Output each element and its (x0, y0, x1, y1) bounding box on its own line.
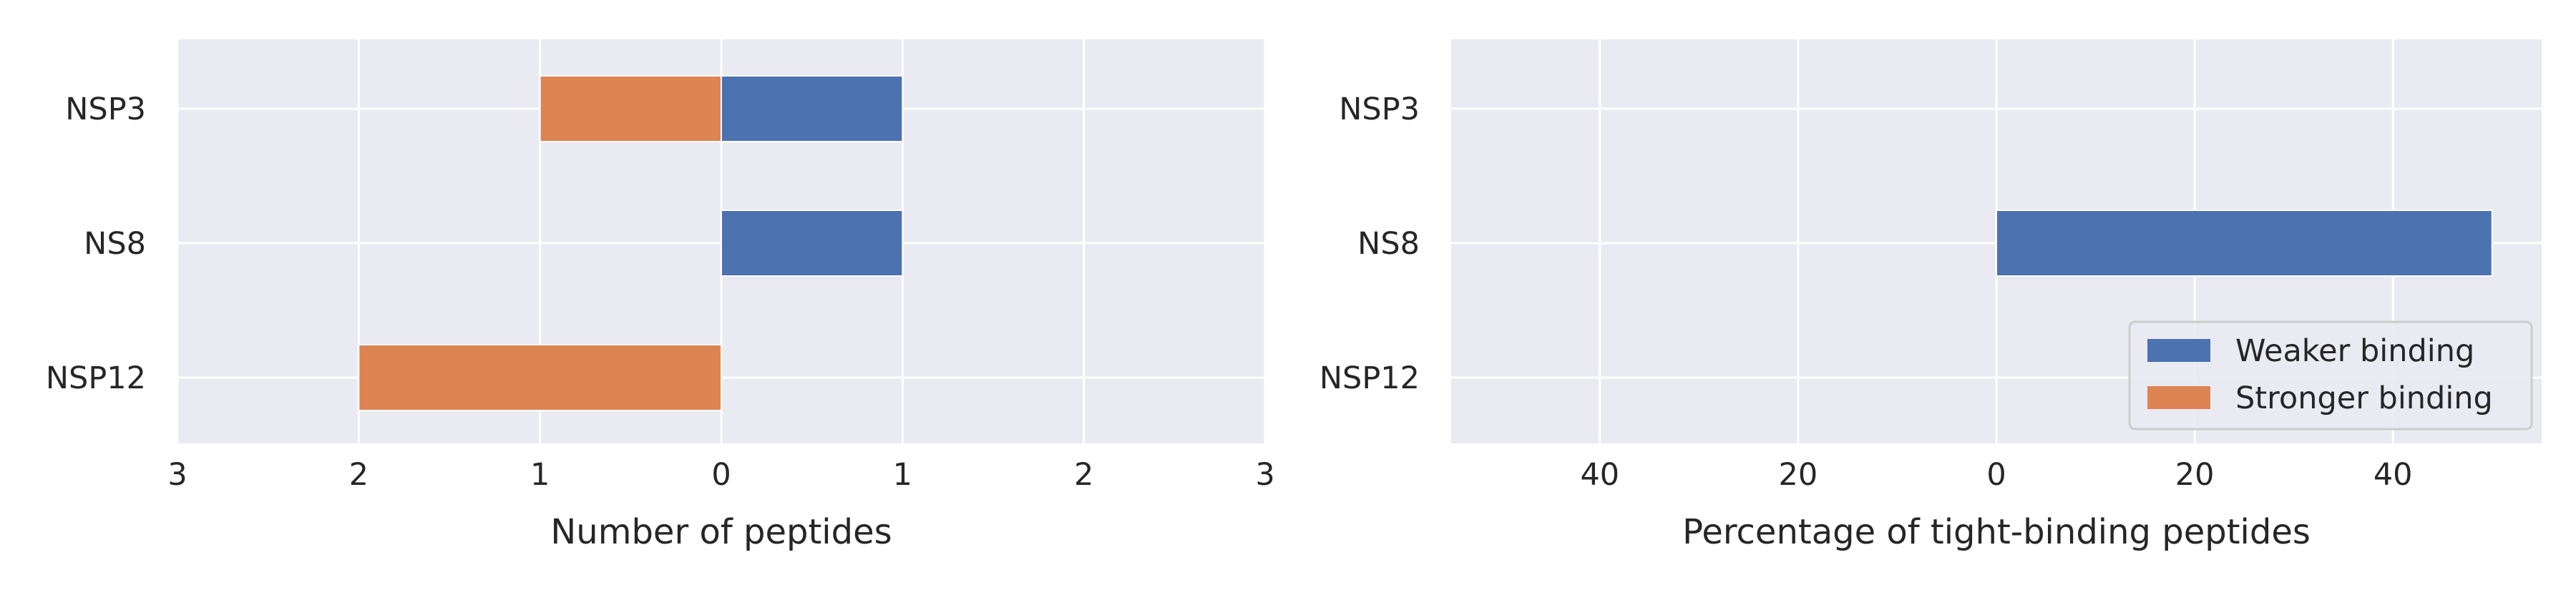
x-tick-label: 2 (1074, 457, 1093, 493)
y-tick-label-ns8: NS8 (1357, 226, 1420, 262)
x-tick-label: 40 (1580, 457, 1619, 493)
legend-swatch-stronger-binding (2147, 386, 2210, 409)
x-axis-label: Number of peptides (550, 512, 892, 552)
chart-panel-1: 3 2 1 0 1 2 3 NSP3 NS8 NSP12 Number of peptides (46, 39, 1275, 552)
bar-weaker-binding-nsp3 (721, 75, 904, 142)
x-tick-label: 40 (2373, 457, 2413, 493)
x-tick-label: 3 (1255, 457, 1274, 493)
y-tick-label-nsp12: NSP12 (46, 360, 146, 396)
y-tick-label-nsp3: NSP3 (65, 92, 146, 127)
legend-swatch-weaker-binding (2147, 339, 2210, 362)
y-tick-label-nsp3: NSP3 (1339, 92, 1420, 127)
x-tick-label: 1 (530, 457, 550, 493)
bar-weaker-binding-ns8 (1996, 210, 2493, 277)
legend-label-weaker-binding: Weaker binding (2235, 333, 2474, 369)
x-tick-label: 1 (893, 457, 912, 493)
y-tick-label-nsp12: NSP12 (1319, 360, 1420, 396)
legend-label-stronger-binding: Stronger binding (2235, 380, 2493, 416)
bar-stronger-binding-nsp12 (358, 344, 722, 411)
x-tick-label: 0 (1986, 457, 2006, 493)
x-axis-label: Percentage of tight-binding peptides (1682, 512, 2311, 552)
x-tick-label: 20 (2175, 457, 2215, 493)
legend-box (2128, 320, 2533, 431)
bar-weaker-binding-ns8 (721, 210, 904, 277)
x-tick-label: 0 (711, 457, 731, 493)
x-tick-label: 3 (167, 457, 187, 493)
bar-stronger-binding-nsp3 (539, 75, 723, 142)
x-tick-label: 20 (1779, 457, 1818, 493)
x-tick-label: 2 (349, 457, 369, 493)
chart-panel-2: 40 20 0 20 40 NSP3 NS8 NSP12 Percentage of tight… (1319, 39, 2542, 552)
legend: Weaker binding Stronger binding (2128, 320, 2533, 431)
y-tick-label-ns8: NS8 (84, 226, 146, 262)
